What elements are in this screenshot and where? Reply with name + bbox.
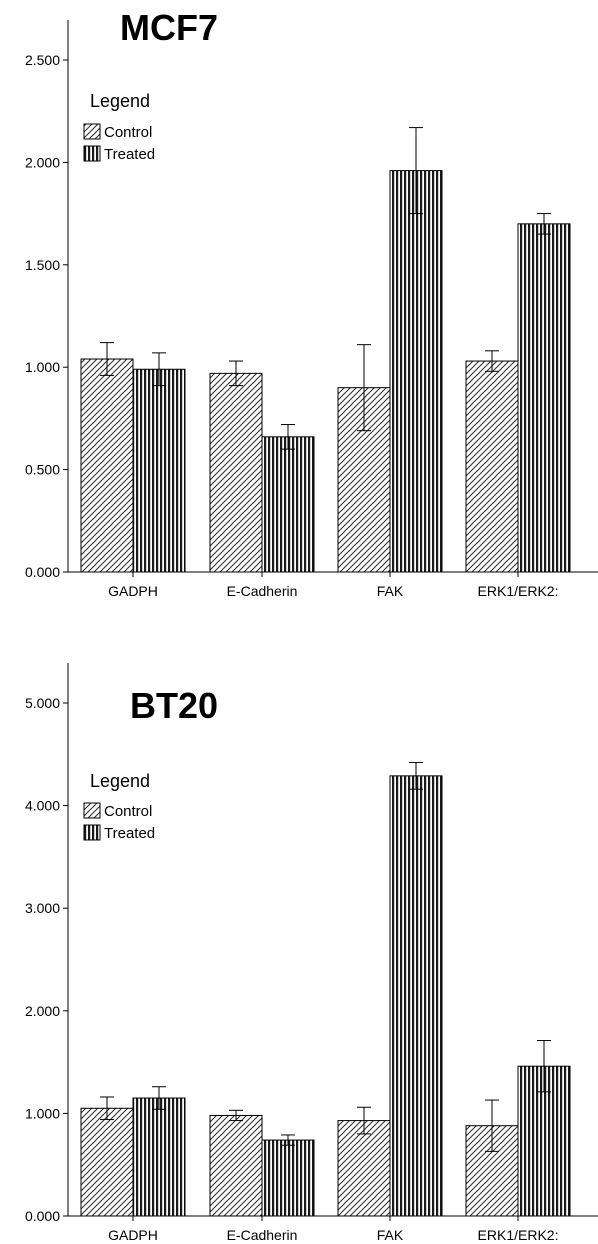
y-tick-label: 3.000 xyxy=(25,900,60,916)
chart-title: BT20 xyxy=(130,685,218,726)
y-tick-label: 0.000 xyxy=(25,564,60,580)
bar-treated-1 xyxy=(261,1139,315,1217)
bar-control-3 xyxy=(465,360,519,573)
y-tick-label: 0.500 xyxy=(25,462,60,478)
bar-control-0 xyxy=(80,1107,134,1217)
mcf7-chart: MCF7 Legend Control Treated 0.000 0.500 1.… xyxy=(25,7,598,599)
y-tick-label: 2.000 xyxy=(25,1003,60,1019)
x-tick-label: ERK1/ERK2: xyxy=(478,1227,559,1243)
legend-label-treated: Treated xyxy=(104,146,155,163)
x-tick-label: GADPH xyxy=(108,1227,158,1243)
legend-label-treated: Treated xyxy=(104,825,155,842)
legend: Legend Control Treated xyxy=(83,91,155,163)
y-tick-label: 4.000 xyxy=(25,798,60,814)
legend-title: Legend xyxy=(90,771,150,791)
x-tick-label: GADPH xyxy=(108,583,158,599)
bar-treated-3 xyxy=(517,223,571,573)
legend-swatch-control xyxy=(83,123,101,140)
y-tick-label: 2.500 xyxy=(25,52,60,68)
bar-treated-0 xyxy=(132,1097,186,1217)
x-tick-label: FAK xyxy=(377,583,404,599)
legend-swatch-control xyxy=(83,802,101,819)
x-tick-label: E-Cadherin xyxy=(227,583,298,599)
y-tick-label: 1.000 xyxy=(25,1105,60,1121)
bar-control-3 xyxy=(465,1125,519,1217)
bt20-chart: BT20 Legend Control Treated 0.000 1.000 2.… xyxy=(25,663,598,1243)
x-tick-label: FAK xyxy=(377,1227,404,1243)
legend-swatch-treated xyxy=(83,145,101,162)
bar-control-0 xyxy=(80,358,134,573)
chart-title: MCF7 xyxy=(120,7,218,48)
bar-control-2 xyxy=(337,1120,391,1217)
y-tick-label: 1.000 xyxy=(25,359,60,375)
bar-treated-2 xyxy=(389,775,443,1217)
legend-title: Legend xyxy=(90,91,150,111)
legend-label-control: Control xyxy=(104,124,152,141)
y-tick-label: 0.000 xyxy=(25,1208,60,1224)
bar-treated-1 xyxy=(261,436,315,573)
bar-treated-2 xyxy=(389,170,443,573)
bar-treated-0 xyxy=(132,368,186,573)
legend-label-control: Control xyxy=(104,803,152,820)
legend: Legend Control Treated xyxy=(83,771,155,842)
x-tick-label: ERK1/ERK2: xyxy=(478,583,559,599)
y-tick-label: 1.500 xyxy=(25,257,60,273)
bar-control-1 xyxy=(209,372,263,573)
x-tick-label: E-Cadherin xyxy=(227,1227,298,1243)
y-tick-label: 2.000 xyxy=(25,154,60,170)
bar-control-1 xyxy=(209,1114,263,1217)
legend-swatch-treated xyxy=(83,824,101,841)
y-tick-label: 5.000 xyxy=(25,695,60,711)
